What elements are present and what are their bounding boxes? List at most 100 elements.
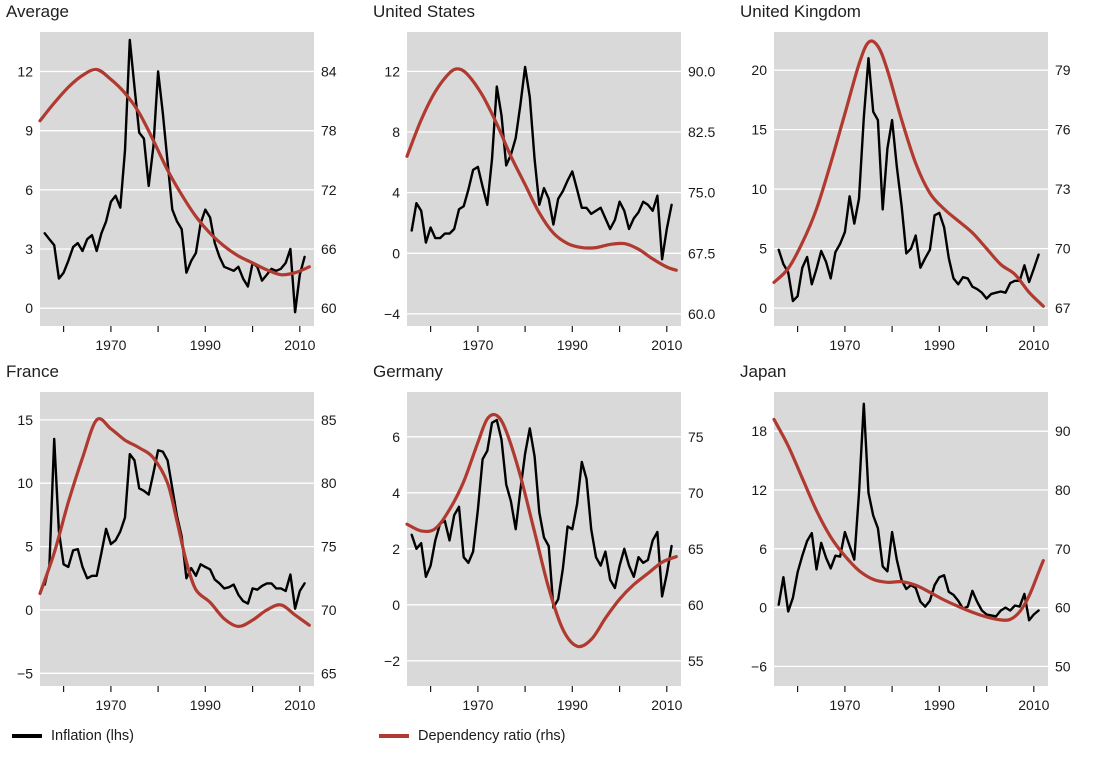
lhs-tick-label: 0 [25, 602, 33, 618]
inflation-line [410, 418, 673, 609]
lhs-tick-label: 10 [751, 181, 767, 197]
legend-item-inflation: Inflation (lhs) [0, 728, 367, 744]
inflation-line [43, 38, 306, 314]
inflation-line [43, 437, 306, 610]
rhs-tick-label: 78 [321, 123, 337, 139]
lhs-tick-label: 6 [392, 429, 400, 445]
dependency-line-swatch [379, 734, 409, 738]
lhs-tick-label: 2 [392, 541, 400, 557]
inflation-line [777, 57, 1040, 303]
rhs-tick-label: 60.0 [688, 306, 715, 322]
panel-title-united-kingdom: United Kingdom [740, 2, 861, 21]
dependency-line [405, 67, 678, 272]
lhs-tick-label: 10 [17, 475, 33, 491]
chart-panel-united-states: United States −4 60.0 0 67.5 4 75.0 8 82.5 12 90.0… [367, 0, 734, 360]
lhs-tick-label: 4 [392, 485, 400, 501]
lhs-tick-label: 0 [392, 245, 400, 261]
rhs-tick-label: 75.0 [688, 185, 715, 201]
rhs-tick-label: 72 [321, 182, 337, 198]
rhs-tick-label: 75 [688, 429, 704, 445]
x-tick-label: 2010 [284, 697, 315, 713]
panel-title-france: France [6, 362, 59, 381]
rhs-tick-label: 75 [321, 539, 337, 555]
lhs-tick-label: 15 [17, 412, 33, 428]
plot-united-states: −4 60.0 0 67.5 4 75.0 8 82.5 12 90.0 1970 1990 2010 [384, 32, 715, 353]
x-tick-label: 2010 [651, 697, 682, 713]
rhs-tick-label: 67.5 [688, 245, 715, 261]
legend-dependency-label: Dependency ratio (rhs) [418, 728, 566, 744]
chart-panel-france: France −5 65 0 70 5 75 10 80 15 85 1970 1990 2010 [0, 360, 367, 720]
inflation-line-swatch [12, 734, 42, 738]
lhs-tick-label: 0 [759, 300, 767, 316]
rhs-tick-label: 80 [321, 475, 337, 491]
rhs-tick-label: 84 [321, 64, 337, 80]
panel-title-average: Average [6, 2, 70, 21]
rhs-tick-label: 70 [1055, 541, 1071, 557]
lhs-tick-label: 4 [392, 185, 400, 201]
rhs-tick-label: 70 [321, 602, 337, 618]
dependency-line [38, 67, 311, 277]
charts-grid: Average 0 60 3 66 6 72 9 78 12 84 1970 1990 2010 Unite… [0, 0, 1101, 720]
rhs-tick-label: 85 [321, 412, 337, 428]
x-tick-label: 1990 [557, 337, 588, 353]
x-tick-label: 1970 [829, 697, 860, 713]
panel-title-united-states: United States [373, 2, 476, 21]
x-tick-label: 1970 [95, 337, 126, 353]
lhs-tick-label: 12 [384, 63, 400, 79]
rhs-tick-label: 60 [688, 597, 704, 613]
plot-japan: −6 50 0 60 6 70 12 80 18 90 1970 1990 2010 [751, 392, 1071, 713]
x-tick-label: 1970 [462, 337, 493, 353]
lhs-tick-label: −6 [751, 658, 767, 674]
dependency-line [772, 39, 1045, 308]
x-tick-label: 1970 [95, 697, 126, 713]
x-tick-label: 2010 [1018, 697, 1049, 713]
inflation-line [777, 402, 1040, 622]
dependency-line [38, 417, 311, 628]
inflation-line [410, 65, 673, 261]
rhs-tick-label: 79 [1055, 62, 1071, 78]
dependency-line [405, 412, 678, 649]
panel-title-germany: Germany [373, 362, 443, 381]
x-tick-label: 1990 [557, 697, 588, 713]
x-tick-label: 1990 [924, 337, 955, 353]
plot-france: −5 65 0 70 5 75 10 80 15 85 1970 1990 2010 [17, 392, 337, 713]
x-tick-label: 1990 [190, 697, 221, 713]
lhs-tick-label: 3 [25, 241, 33, 257]
lhs-tick-label: 5 [25, 539, 33, 555]
x-tick-label: 2010 [284, 337, 315, 353]
plot-background [407, 32, 681, 326]
rhs-tick-label: 60 [1055, 600, 1071, 616]
rhs-tick-label: 65 [321, 665, 337, 681]
chart-panel-united-kingdom: United Kingdom 0 67 5 70 10 73 15 76 20 79 1970 1990… [734, 0, 1101, 360]
plot-germany: −2 55 0 60 2 65 4 70 6 75 1970 1990 2010 [384, 392, 704, 713]
lhs-tick-label: −4 [384, 306, 400, 322]
lhs-tick-label: 0 [759, 600, 767, 616]
x-tick-label: 2010 [651, 337, 682, 353]
rhs-tick-label: 76 [1055, 122, 1071, 138]
rhs-tick-label: 65 [688, 541, 704, 557]
lhs-tick-label: 0 [392, 597, 400, 613]
plot-united-kingdom: 0 67 5 70 10 73 15 76 20 79 1970 1990 2010 [751, 32, 1071, 353]
rhs-tick-label: 50 [1055, 658, 1071, 674]
rhs-tick-label: 70 [1055, 241, 1071, 257]
lhs-tick-label: 5 [759, 241, 767, 257]
x-tick-label: 1970 [829, 337, 860, 353]
panel-title-japan: Japan [740, 362, 787, 381]
plot-background [40, 392, 314, 686]
rhs-tick-label: 66 [321, 241, 337, 257]
x-tick-label: 2010 [1018, 337, 1049, 353]
plot-background [40, 32, 314, 326]
legend: Inflation (lhs) Dependency ratio (rhs) [0, 728, 1101, 744]
chart-panel-japan: Japan −6 50 0 60 6 70 12 80 18 90 1970 1990 2010 [734, 360, 1101, 720]
lhs-tick-label: 9 [25, 123, 33, 139]
plot-background [774, 392, 1048, 686]
rhs-tick-label: 90 [1055, 423, 1071, 439]
rhs-tick-label: 73 [1055, 181, 1071, 197]
legend-inflation-label: Inflation (lhs) [51, 728, 135, 744]
chart-panel-germany: Germany −2 55 0 60 2 65 4 70 6 75 1970 1990 2010 [367, 360, 734, 720]
rhs-tick-label: 70 [688, 485, 704, 501]
rhs-tick-label: 67 [1055, 300, 1071, 316]
rhs-tick-label: 60 [321, 300, 337, 316]
lhs-tick-label: 20 [751, 62, 767, 78]
